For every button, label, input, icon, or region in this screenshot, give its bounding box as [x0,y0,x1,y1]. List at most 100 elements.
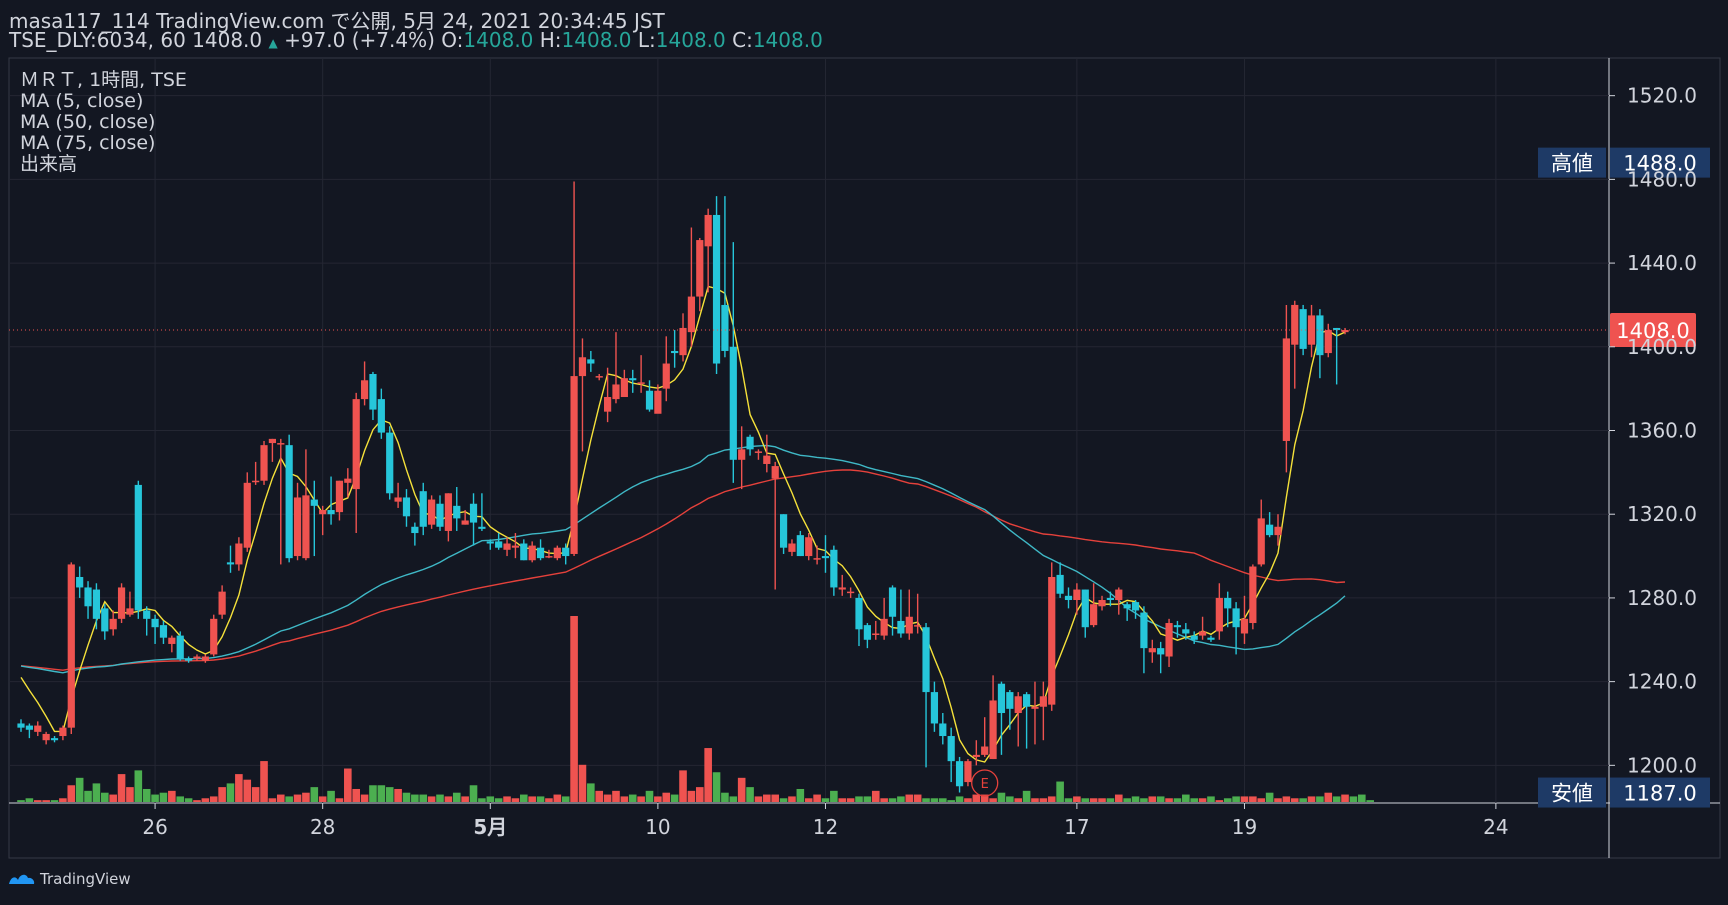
volume-bar [1290,798,1299,802]
candle-body [226,562,235,565]
candle-body [1224,597,1232,609]
candle-body [989,700,997,760]
candle-body [662,363,670,389]
volume-bar [704,748,712,802]
candle-body [1307,315,1316,345]
volume-bar [235,774,243,802]
candle-body [1249,566,1257,624]
high-value-label: 1488.0 [1623,152,1696,176]
volume-bar [804,798,813,802]
candle-body [101,608,109,632]
volume-bar [1123,798,1131,802]
candle-body [469,503,478,523]
candle-body [721,304,729,351]
time-tick-label: 10 [645,815,670,839]
candle-body [578,357,587,377]
volume-bar [117,774,126,802]
candle-body [1299,309,1307,349]
volume-bar [863,796,872,802]
candle-body [344,478,352,483]
ohlc-bar: TSE_DLY:6034, 60 1408.0 ▲ +97.0 (+7.4%) … [9,28,823,52]
candle-body [880,618,888,636]
candle-body [679,327,687,356]
volume-bar [620,796,629,802]
volume-bar [1165,798,1173,802]
candle-body [411,526,419,534]
candle-body [771,466,779,479]
candle-body [285,445,293,559]
candle-body [369,373,377,410]
candle-body [847,591,855,594]
volume-bar [1089,798,1098,802]
candle-body [905,616,913,634]
volume-bar [402,792,411,802]
candle-body [34,725,42,732]
volume-bar [1257,798,1266,802]
candle-body [335,480,344,513]
volume-bar [276,794,285,802]
candle-body [1232,608,1240,628]
volume-bar [1215,800,1224,802]
candle-body [1165,623,1173,657]
volume-bar [444,796,453,802]
candle-body [1048,576,1056,705]
volume-bar [1282,796,1291,802]
candle-body [1341,330,1349,333]
volume-bar [1324,792,1333,802]
volume-bar [1173,798,1182,802]
candle-body [972,754,980,757]
candle-body [562,547,570,557]
volume-bar [1131,796,1140,802]
volume-bar [830,790,838,802]
candle-body [1073,589,1081,601]
candle-body [1131,602,1140,611]
candle-body [268,438,276,444]
volume-bar [1240,796,1249,802]
volume-bar [42,800,50,802]
candles [17,181,1349,793]
candle-body [1081,589,1089,628]
candle-body [545,556,553,558]
candle-body [654,390,662,414]
candle-body [1316,315,1324,356]
candle-body [830,549,838,588]
volume-bar [846,798,855,802]
volume-bar [838,798,847,802]
legend-ma75: MA (75, close) [20,132,155,154]
earnings-marker-icon [971,769,999,797]
time-tick-label: 5月 [473,815,507,839]
tradingview-logo[interactable]: TradingView [8,870,131,888]
volume-bar [712,772,721,802]
high-value-bg [1610,147,1710,178]
candle-body [243,482,251,548]
volume-bar [1207,796,1215,802]
volume-bar [151,794,159,802]
volume-bar [1182,794,1190,802]
volume-bar [955,796,964,802]
volume-bar [1140,798,1148,802]
low-badge-label: 安値 [1551,782,1593,806]
volume-bar [1014,798,1023,802]
volume-bar [1332,796,1341,802]
legend-title: ＭＲＴ, 1時間, TSE [20,69,187,91]
volume-bar [260,761,268,802]
candle-body [1182,629,1190,634]
volume-bar [452,792,461,802]
volume-bar [997,792,1006,802]
tradingview-logo-icon [9,874,35,884]
volume-bar [209,796,218,802]
volume-bar [335,798,344,802]
volume-bar [1232,796,1240,802]
volume-bar [193,800,201,802]
volume-bar [1265,792,1274,802]
volume-bar [369,785,377,802]
candle-body [210,618,218,655]
candle-body [252,480,260,483]
candle-body [1291,304,1299,345]
volume-bar [654,796,662,802]
volume-bar [436,794,444,802]
volume-bar [184,798,193,802]
price-tick-label: 1440.0 [1627,251,1697,275]
high-value: 1408.0 [561,28,632,52]
